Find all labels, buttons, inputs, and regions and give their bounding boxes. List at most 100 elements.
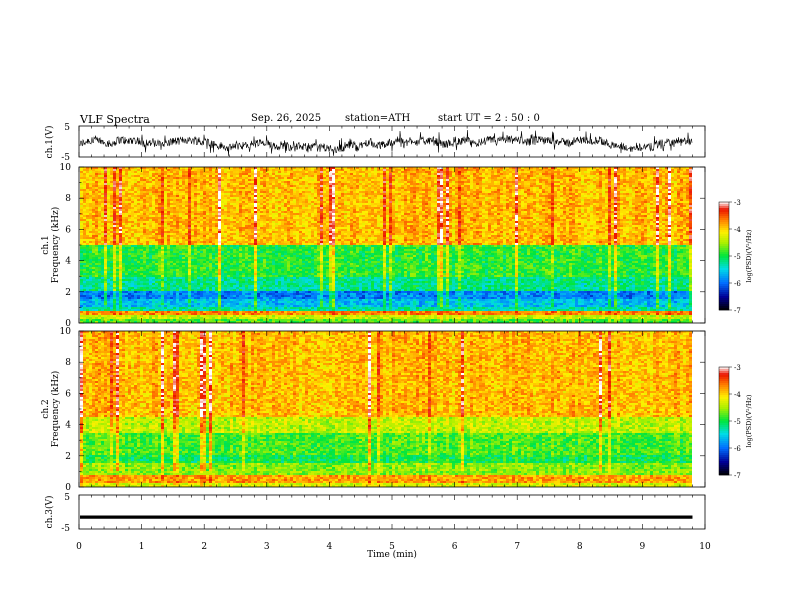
spec-cell (83, 183, 86, 185)
spec-cell (119, 183, 122, 185)
spec-cell (116, 303, 119, 305)
spec-cell (101, 215, 104, 217)
spec-cell (104, 205, 107, 207)
spec-cell (89, 291, 92, 293)
spec-cell (86, 205, 89, 207)
spec-cell (110, 201, 113, 203)
spec-cell (110, 249, 113, 251)
spec-cell (119, 171, 122, 173)
spec-cell (86, 251, 89, 253)
spec-cell (122, 179, 125, 181)
spec-cell (113, 179, 116, 181)
spec-cell (116, 247, 119, 249)
spec-cell (113, 175, 116, 177)
spec-cell (107, 267, 110, 269)
spec-cell (95, 171, 98, 173)
spec-cell (86, 295, 89, 297)
spec-cell (122, 199, 125, 201)
spec-cell (116, 271, 119, 273)
spec-cell (80, 299, 83, 301)
spec-cell (83, 295, 86, 297)
spec-cell (101, 281, 104, 283)
spec-cell (107, 315, 110, 317)
spec-cell (119, 203, 122, 205)
spec-cell (98, 295, 101, 297)
spec-cell (107, 271, 110, 273)
spec-cell (110, 227, 113, 229)
spec-cell (89, 253, 92, 255)
spec-cell (83, 191, 86, 193)
spec-cell (113, 215, 116, 217)
spec-cell (98, 187, 101, 189)
spec-cell (101, 301, 104, 303)
spec-cell (113, 281, 116, 283)
spec-cell (104, 199, 107, 201)
spec-cell (104, 177, 107, 179)
spec-cell (92, 293, 95, 295)
spec-cell (101, 217, 104, 219)
spec-cell (119, 243, 122, 245)
spec-cell (80, 169, 83, 171)
spec-cell (86, 319, 89, 321)
spec-cell (89, 273, 92, 275)
spec-cell (107, 299, 110, 301)
spec-cell (98, 275, 101, 277)
spec-cell (92, 275, 95, 277)
spec-cell (92, 281, 95, 283)
spec-cell (92, 207, 95, 209)
spec-cell (110, 171, 113, 173)
spec-cell (83, 273, 86, 275)
spec-cell (116, 245, 119, 247)
spec-cell (110, 297, 113, 299)
spec-cell (92, 263, 95, 265)
spec-cell (95, 217, 98, 219)
spec-cell (122, 197, 125, 199)
spec-cell (101, 253, 104, 255)
spec-cell (101, 219, 104, 221)
spec-cell (110, 257, 113, 259)
spec-cell (98, 285, 101, 287)
spec-cell (101, 205, 104, 207)
spec-cell (98, 311, 101, 313)
spec-cell (83, 277, 86, 279)
spec-cell (107, 185, 110, 187)
spec-cell (86, 285, 89, 287)
spec-cell (101, 303, 104, 305)
spec-cell (95, 175, 98, 177)
spec-cell (86, 263, 89, 265)
spec-cell (98, 233, 101, 235)
spec-cell (86, 259, 89, 261)
spec-cell (92, 173, 95, 175)
spec-cell (113, 181, 116, 183)
spec-cell (86, 215, 89, 217)
spec-cell (101, 241, 104, 243)
spec-cell (95, 307, 98, 309)
spec-cell (89, 299, 92, 301)
spec-cell (119, 231, 122, 233)
spec-cell (110, 283, 113, 285)
spec-cell (119, 237, 122, 239)
spec-cell (113, 235, 116, 237)
spec-cell (113, 245, 116, 247)
spec-cell (98, 287, 101, 289)
spec-cell (119, 245, 122, 247)
spec-cell (119, 219, 122, 221)
spec-cell (83, 223, 86, 225)
spec-cell (89, 223, 92, 225)
spec-cell (92, 273, 95, 275)
spec-cell (107, 251, 110, 253)
spec-cell (104, 183, 107, 185)
spec-cell (104, 209, 107, 211)
spec-cell (80, 249, 83, 251)
spec-cell (89, 317, 92, 319)
spec-cell (89, 271, 92, 273)
spec-cell (119, 287, 122, 289)
spec-cell (92, 221, 95, 223)
ch1-ytick-bottom: -5 (61, 153, 70, 163)
spec-cell (89, 301, 92, 303)
spec-cell (116, 259, 119, 261)
spec-cell (83, 251, 86, 253)
spec-cell (92, 177, 95, 179)
spec-cell (101, 279, 104, 281)
spec-cell (98, 313, 101, 315)
